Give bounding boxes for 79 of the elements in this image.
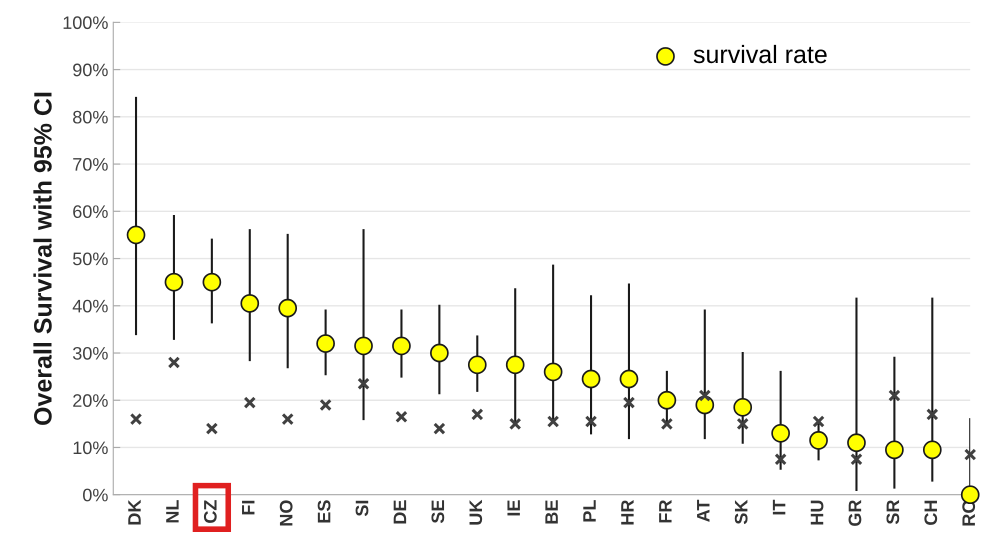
y-tick-label: 50% (73, 252, 108, 266)
point (922, 440, 942, 460)
y-tick-label: 80% (73, 110, 108, 124)
x-tick-label: NO (280, 500, 293, 526)
point (433, 422, 446, 435)
y-tick-label: 60% (73, 205, 108, 218)
point (278, 298, 298, 318)
x-tick-label: AT (697, 500, 710, 522)
x-tick-label: GR (848, 500, 862, 526)
point (130, 412, 142, 426)
point (240, 294, 260, 313)
point (392, 336, 411, 356)
y-tick-label: 70% (73, 158, 108, 171)
point (850, 453, 863, 466)
legend-label: survival rate (694, 44, 827, 64)
point (964, 448, 976, 461)
point (584, 415, 598, 428)
point (771, 424, 790, 443)
point (544, 362, 562, 382)
point (809, 431, 828, 450)
point (847, 433, 866, 452)
point (354, 336, 373, 356)
point (660, 418, 674, 430)
point (319, 398, 332, 412)
x-tick-label: PL (583, 500, 596, 522)
x-tick-label: CH (924, 500, 938, 525)
x-tick-label: BE (545, 500, 558, 524)
x-tick-label: DE (394, 500, 406, 524)
x-tick-label: SR (886, 500, 900, 524)
point (357, 378, 370, 390)
x-tick-label: SI (356, 500, 368, 516)
y-tick-label: 30% (72, 346, 108, 360)
x-tick-label: UK (470, 500, 482, 525)
point (282, 412, 294, 426)
y-tick-label: 10% (74, 441, 108, 454)
point (468, 355, 487, 374)
point (471, 408, 484, 421)
x-tick-label: ES (318, 500, 330, 522)
point (620, 370, 638, 388)
point (736, 418, 749, 430)
x-tick-label: FI (242, 500, 254, 514)
point (395, 410, 408, 423)
point (168, 356, 180, 369)
point (546, 415, 560, 428)
point (774, 453, 787, 466)
x-tick-label: SK (734, 500, 748, 524)
x-tick-label: SE (431, 500, 444, 524)
point (733, 398, 752, 417)
point (926, 408, 938, 421)
point (582, 370, 600, 388)
point (888, 389, 901, 402)
x-tick-label: DK (128, 500, 141, 524)
point (698, 389, 711, 402)
point (316, 334, 335, 353)
point (622, 396, 636, 409)
x-tick-label: IE (507, 500, 520, 516)
y-tick-label: 40% (72, 300, 108, 312)
x-tick-label: FR (659, 500, 672, 522)
x-tick-label: HU (810, 500, 824, 524)
point (202, 272, 222, 292)
y-tick-label: 90% (73, 64, 108, 76)
point (506, 355, 525, 374)
y-tick-label: 20% (73, 394, 108, 407)
point (509, 418, 522, 430)
x-tick-label: NL (166, 500, 179, 522)
point (126, 226, 146, 244)
x-tick-label: CZ (204, 500, 217, 523)
point (430, 344, 449, 362)
point (812, 415, 825, 428)
point (164, 272, 184, 292)
y-axis-title: Overall Survival with 95% CI (33, 92, 52, 425)
y-tick-label: 0% (83, 488, 108, 502)
point (885, 440, 904, 460)
point (244, 396, 256, 409)
point (658, 390, 676, 410)
point (206, 422, 218, 435)
x-tick-label: IT (772, 500, 786, 514)
x-tick-label: HR (621, 500, 634, 524)
y-tick-label: 100% (64, 16, 108, 30)
